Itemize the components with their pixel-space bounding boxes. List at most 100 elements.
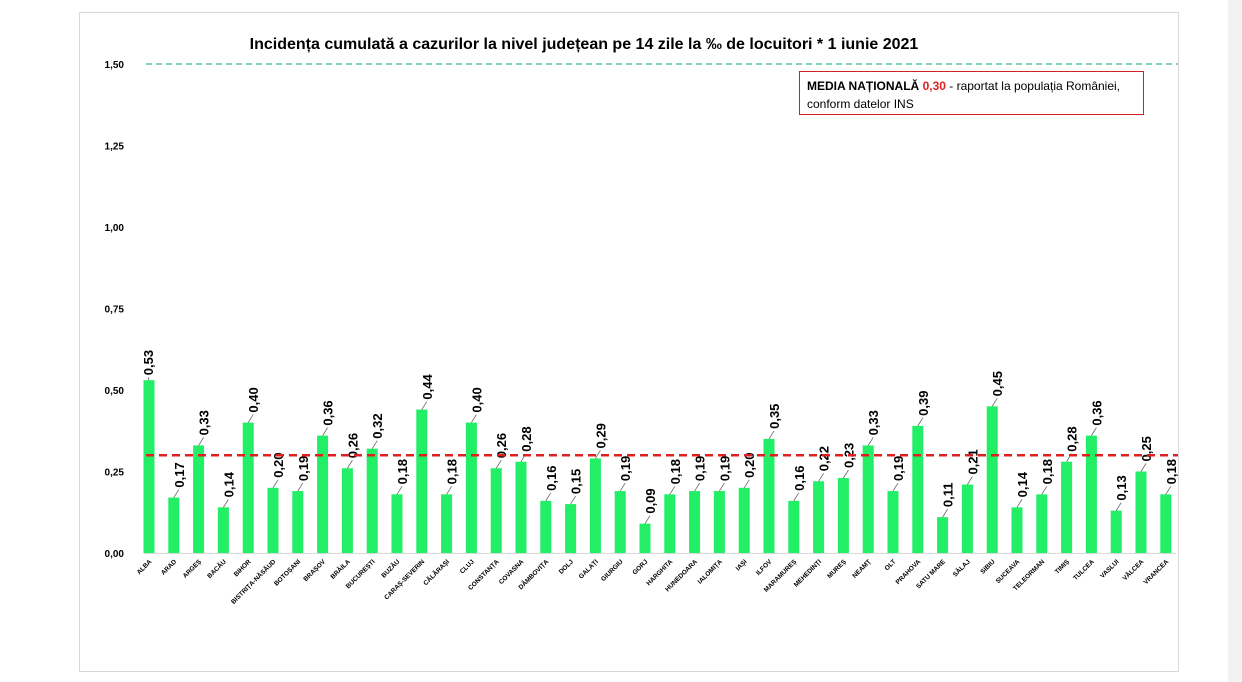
data-label: 0,20 xyxy=(742,452,757,477)
data-label: 0,18 xyxy=(1040,459,1055,484)
x-tick-label: GORJ xyxy=(631,558,649,576)
label-leader xyxy=(545,492,552,502)
data-label: 0,18 xyxy=(395,459,410,484)
x-tick-label: SĂLAJ xyxy=(950,557,972,579)
x-tick-label: BUZĂU xyxy=(379,557,402,580)
data-label: 0,21 xyxy=(965,449,980,474)
data-label: 0,32 xyxy=(370,413,385,438)
data-label: 0,29 xyxy=(593,423,608,448)
x-tick-label: DOLJ xyxy=(558,558,575,575)
data-label: 0,19 xyxy=(717,456,732,481)
label-leader xyxy=(644,515,651,524)
label-leader xyxy=(1140,463,1147,472)
national-average-box: MEDIA NAȚIONALĂ 0,30 - raportat la popul… xyxy=(799,71,1144,115)
national-average-text-line2: conform datelor INS xyxy=(807,97,914,111)
x-tick-label: ARAD xyxy=(160,558,178,576)
x-tick-label: VÂLCEA xyxy=(1120,557,1145,582)
label-leader xyxy=(694,482,700,492)
label-leader xyxy=(793,492,800,502)
bar xyxy=(515,461,527,553)
data-label: 0,18 xyxy=(668,459,683,484)
bar xyxy=(961,484,973,553)
x-tick-label: GIURGIU xyxy=(600,558,625,583)
bar xyxy=(341,468,353,553)
x-tick-label: MUREȘ xyxy=(826,558,848,580)
label-leader xyxy=(247,414,254,423)
data-label: 0,17 xyxy=(172,462,187,487)
x-tick-label: SIBIU xyxy=(979,558,996,575)
bar xyxy=(788,500,800,553)
label-leader xyxy=(743,479,750,489)
label-leader xyxy=(347,460,353,469)
label-leader xyxy=(619,482,626,492)
bar xyxy=(589,458,601,553)
bar xyxy=(1110,510,1122,553)
label-leader xyxy=(570,495,576,505)
label-leader xyxy=(322,427,328,436)
data-label: 0,36 xyxy=(321,400,336,425)
data-label: 0,16 xyxy=(544,466,559,491)
label-leader xyxy=(396,486,403,495)
bar xyxy=(490,468,502,553)
x-tick-label: TULCEA xyxy=(1072,558,1096,582)
bar xyxy=(242,422,254,553)
y-tick-label: 1,00 xyxy=(105,223,125,234)
label-leader xyxy=(768,430,775,440)
data-label: 0,44 xyxy=(420,373,435,399)
bar xyxy=(1135,471,1147,553)
label-leader xyxy=(595,450,601,459)
x-tick-label: CĂLĂRAȘI xyxy=(421,557,451,587)
y-tick-label: 1,50 xyxy=(105,60,125,71)
bar xyxy=(862,445,874,553)
x-labels-group: ALBA ARAD ARGEȘ BACĂU BIHORBISTRIȚA-NĂSĂUDBO… xyxy=(136,557,1171,606)
label-leader xyxy=(892,482,899,492)
bar xyxy=(1160,494,1172,553)
label-leader xyxy=(421,401,428,410)
x-tick-label: ILFOV xyxy=(755,558,774,577)
national-average-label: MEDIA NAȚIONALĂ xyxy=(807,79,920,93)
x-tick-label: NEAMȚ xyxy=(851,558,872,579)
data-label: 0,53 xyxy=(141,350,156,375)
label-leader xyxy=(297,482,304,492)
bar xyxy=(317,435,329,553)
bar xyxy=(813,481,825,553)
x-tick-label: BIHOR xyxy=(233,558,253,578)
bar xyxy=(1061,461,1073,553)
label-leader xyxy=(1115,502,1122,511)
national-average-text: - raportat la populația României, xyxy=(945,79,1121,93)
x-tick-label: OLT xyxy=(884,558,898,572)
bar xyxy=(465,422,477,553)
data-label: 0,40 xyxy=(469,387,484,412)
label-leader xyxy=(147,377,150,381)
bar xyxy=(1085,435,1097,553)
data-label: 0,28 xyxy=(1065,426,1080,451)
label-leader xyxy=(669,486,676,495)
data-label: 0,26 xyxy=(494,433,509,458)
data-label: 0,14 xyxy=(1015,471,1030,497)
data-label: 0,16 xyxy=(792,466,807,491)
label-leader xyxy=(1165,486,1172,495)
y-tick-label: 0,50 xyxy=(105,386,125,397)
label-leader xyxy=(1091,427,1097,436)
bar xyxy=(837,478,849,553)
data-label: 0,15 xyxy=(569,469,584,494)
data-label: 0,28 xyxy=(519,426,534,451)
label-leader xyxy=(843,469,849,479)
chart-frame xyxy=(79,12,1179,672)
label-leader xyxy=(818,473,824,482)
data-label: 0,19 xyxy=(891,456,906,481)
data-label: 0,09 xyxy=(643,488,658,513)
bar xyxy=(664,494,676,553)
x-tick-label: BISTRIȚA-NĂSĂUD xyxy=(229,557,278,606)
x-tick-label: BACĂU xyxy=(205,557,228,580)
label-leader xyxy=(917,417,924,427)
bar xyxy=(887,491,899,553)
bar xyxy=(366,448,378,553)
y-axis: 0,00 0,25 0,50 0,75 1,00 1,25 1,50 xyxy=(105,60,1176,560)
reference-lines-group xyxy=(146,63,1178,457)
y-tick-label: 0,00 xyxy=(105,549,125,560)
label-leader xyxy=(1041,486,1048,495)
data-label: 0,20 xyxy=(271,452,286,477)
data-label: 0,39 xyxy=(916,391,931,416)
